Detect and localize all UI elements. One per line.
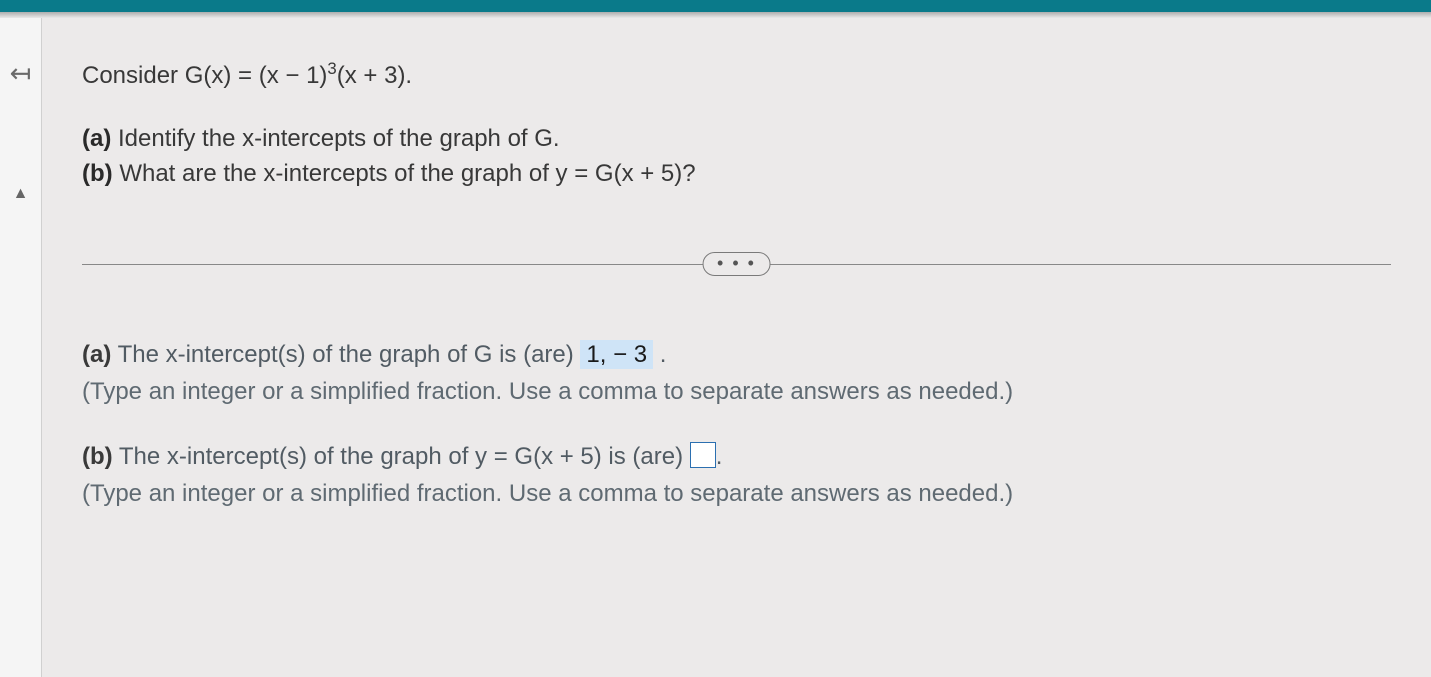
page-container: ↤ ▲ Consider G(x) = (x − 1)3(x + 3). (a)… — [0, 18, 1431, 677]
part-b: (b) What are the x-intercepts of the gra… — [82, 157, 1391, 192]
back-arrow-icon[interactable]: ↤ — [10, 60, 32, 86]
section-divider: • • • — [82, 250, 1391, 278]
part-a: (a) Identify the x-intercepts of the gra… — [82, 122, 1391, 157]
answer-b-lead: The x-intercept(s) of the graph of y = G… — [113, 443, 690, 470]
answer-b-label: (b) — [82, 443, 113, 470]
answer-a: (a) The x-intercept(s) of the graph of G… — [82, 336, 1391, 410]
part-b-label: (b) — [82, 160, 113, 187]
answer-a-hint: (Type an integer or a simplified fractio… — [82, 378, 1013, 405]
left-rail: ↤ ▲ — [0, 18, 42, 677]
part-b-text: What are the x-intercepts of the graph o… — [113, 160, 696, 187]
collapse-up-icon[interactable]: ▲ — [13, 186, 29, 202]
part-a-label: (a) — [82, 125, 111, 152]
answer-b-input[interactable] — [690, 442, 716, 468]
answer-b: (b) The x-intercept(s) of the graph of y… — [82, 438, 1391, 512]
answer-a-label: (a) — [82, 341, 111, 368]
more-options-pill[interactable]: • • • — [702, 252, 771, 276]
answer-a-lead: The x-intercept(s) of the graph of G is … — [111, 341, 580, 368]
stem-suffix: (x + 3). — [337, 62, 412, 89]
answer-a-trail: . — [653, 341, 666, 368]
answer-b-trail: . — [716, 443, 723, 470]
answer-a-value[interactable]: 1, − 3 — [580, 340, 653, 369]
part-a-text: Identify the x-intercepts of the graph o… — [111, 125, 559, 152]
stem-exponent: 3 — [327, 59, 336, 78]
window-top-bar — [0, 0, 1431, 12]
answer-b-hint: (Type an integer or a simplified fractio… — [82, 480, 1013, 507]
stem-prefix: Consider G(x) = (x − 1) — [82, 62, 327, 89]
dots-icon: • • • — [717, 253, 756, 273]
question-content: Consider G(x) = (x − 1)3(x + 3). (a) Ide… — [42, 18, 1431, 677]
question-stem: Consider G(x) = (x − 1)3(x + 3). — [82, 56, 1391, 94]
